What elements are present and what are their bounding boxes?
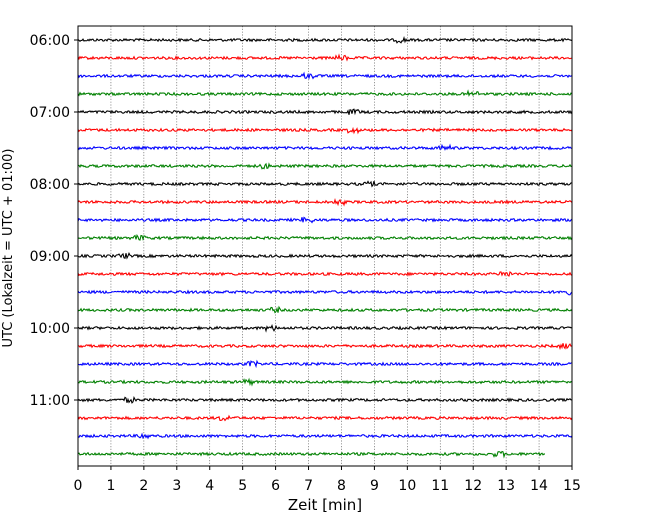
y-tick-label: 11:00	[30, 393, 70, 409]
trace-0930	[77, 289, 573, 296]
x-tick-label: 5	[238, 478, 247, 494]
trace-0845	[77, 234, 573, 241]
plot-frame	[77, 25, 573, 467]
trace-0900	[77, 251, 573, 260]
seismic-traces	[77, 35, 573, 459]
trace-0645	[77, 89, 573, 97]
trace-0815	[77, 197, 573, 207]
trace-1115	[77, 414, 573, 422]
y-axis-title: UTC (Lokalzeit = UTC + 01:00)	[1, 149, 16, 348]
x-tick-label: 1	[106, 478, 115, 494]
x-tick-label: 8	[337, 478, 346, 494]
y-axis-ticks: 06:00 07:00 08:00 09:00 10:00 11:00	[30, 33, 78, 409]
trace-0745	[77, 162, 573, 170]
trace-0945	[77, 305, 573, 314]
trace-1030	[77, 359, 573, 369]
x-tick-label: 10	[398, 478, 416, 494]
x-tick-label: 15	[563, 478, 581, 494]
trace-0615	[77, 53, 573, 62]
trace-1100	[77, 396, 573, 404]
trace-0915	[77, 271, 573, 277]
trace-0800	[77, 180, 573, 188]
trace-1045	[77, 377, 573, 387]
x-tick-label: 2	[139, 478, 148, 494]
trace-0715	[77, 126, 573, 135]
x-tick-label: 7	[304, 478, 313, 494]
trace-1130	[77, 432, 573, 440]
x-tick-label: 4	[205, 478, 214, 494]
x-tick-label: 11	[431, 478, 449, 494]
y-tick-label: 08:00	[30, 177, 70, 193]
y-tick-label: 07:00	[30, 105, 70, 121]
x-tick-label: 6	[271, 478, 280, 494]
x-tick-label: 0	[74, 478, 83, 494]
trace-0630	[77, 71, 573, 80]
y-tick-label: 09:00	[30, 249, 70, 265]
trace-0600	[77, 35, 573, 44]
trace-1015	[77, 343, 573, 351]
x-tick-label: 14	[530, 478, 548, 494]
grid-lines	[110, 26, 540, 466]
x-tick-label: 13	[497, 478, 515, 494]
x-tick-label: 9	[370, 478, 379, 494]
trace-1000	[77, 324, 573, 333]
trace-0830	[77, 216, 573, 224]
x-tick-label: 3	[172, 478, 181, 494]
x-tick-label: 12	[464, 478, 482, 494]
trace-0700	[77, 108, 573, 116]
plot-area	[78, 26, 572, 466]
x-axis-ticks: 0 1 2 3 4 5 6 7 8 9 10 11 12 13 14 15	[74, 466, 581, 494]
x-axis-title: Zeit [min]	[288, 496, 362, 514]
trace-1145	[77, 450, 546, 459]
y-tick-label: 10:00	[30, 321, 70, 337]
trace-0730	[77, 143, 573, 151]
y-tick-label: 06:00	[30, 33, 70, 49]
